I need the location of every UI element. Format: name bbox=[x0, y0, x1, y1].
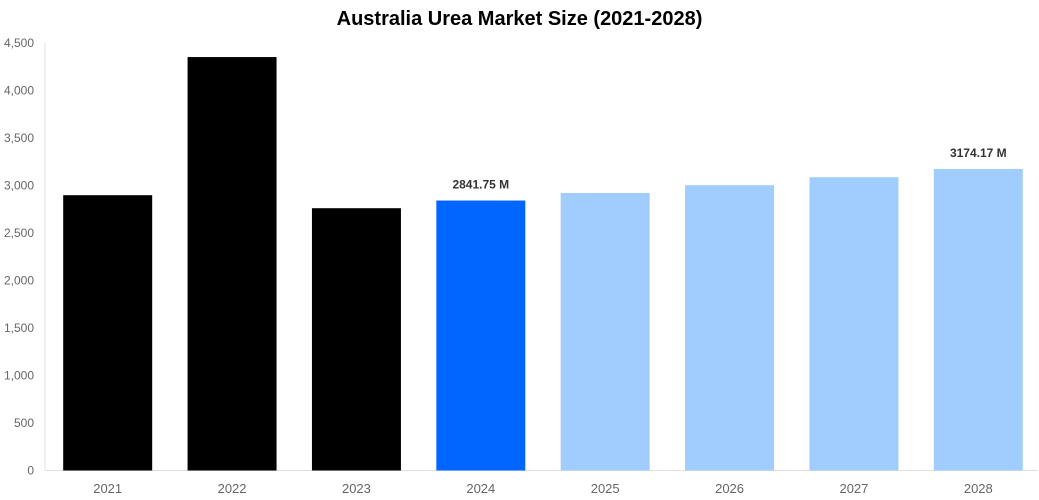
y-tick-label: 1,500 bbox=[4, 321, 34, 335]
y-tick-label: 2,000 bbox=[4, 274, 34, 288]
y-tick-label: 4,000 bbox=[4, 84, 34, 98]
bar-2021 bbox=[63, 195, 153, 471]
data-label-2028: 3174.17 M bbox=[950, 146, 1007, 160]
x-tick-label: 2026 bbox=[715, 481, 744, 496]
y-tick-label: 3,000 bbox=[4, 179, 34, 193]
bar-2022 bbox=[187, 57, 277, 471]
bar-2023 bbox=[311, 208, 401, 471]
x-tick-label: 2021 bbox=[93, 481, 122, 496]
y-tick-label: 1,000 bbox=[4, 369, 34, 383]
x-tick-label: 2027 bbox=[839, 481, 868, 496]
chart-title: Australia Urea Market Size (2021-2028) bbox=[336, 8, 703, 30]
x-tick-label: 2025 bbox=[591, 481, 620, 496]
bar-2025 bbox=[560, 192, 650, 471]
bar-2027 bbox=[809, 177, 899, 471]
y-tick-label: 4,500 bbox=[4, 36, 34, 50]
y-tick-label: 0 bbox=[27, 464, 34, 478]
x-tick-label: 2024 bbox=[466, 481, 495, 496]
y-tick-label: 3,500 bbox=[4, 131, 34, 145]
bar-2026 bbox=[685, 185, 775, 471]
data-label-2024: 2841.75 M bbox=[452, 178, 509, 192]
x-tick-label: 2022 bbox=[218, 481, 247, 496]
y-tick-label: 500 bbox=[14, 416, 34, 430]
bar-2024 bbox=[436, 200, 526, 471]
bar-2028 bbox=[933, 168, 1023, 471]
x-tick-label: 2023 bbox=[342, 481, 371, 496]
y-tick-label: 2,500 bbox=[4, 226, 34, 240]
x-tick-label: 2028 bbox=[964, 481, 993, 496]
